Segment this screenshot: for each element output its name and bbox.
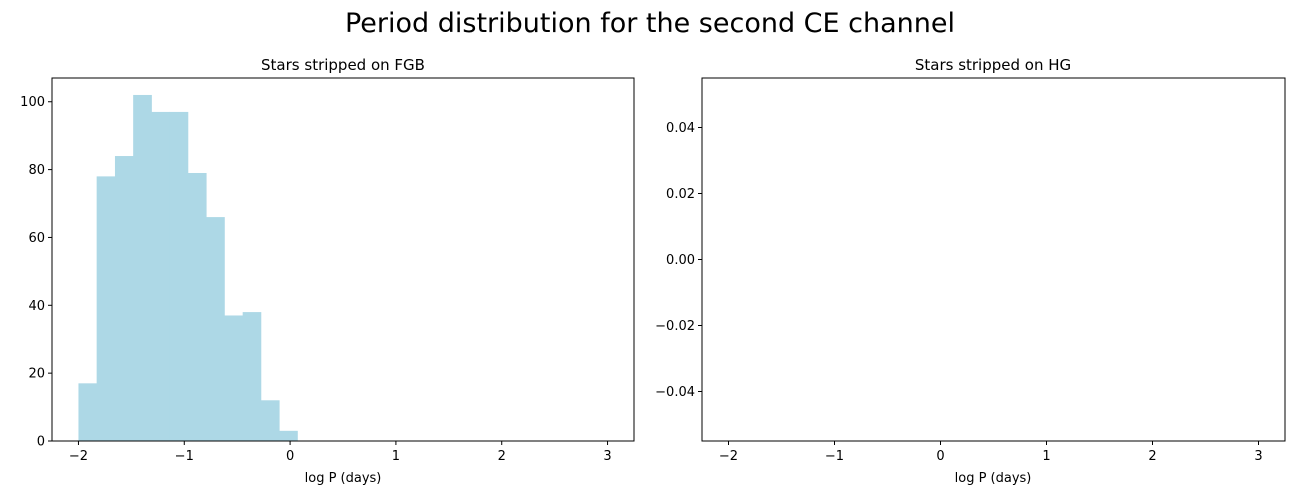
left-y-tick-label: 20 <box>28 367 45 382</box>
left-y-axis-ticks: 0 20 40 60 80 100 <box>20 95 52 450</box>
left-histogram-bars <box>78 94 298 442</box>
right-x-tick-label: −2 <box>719 449 738 464</box>
right-x-tick-label: 1 <box>1042 449 1050 464</box>
left-bar <box>96 176 116 441</box>
left-bar <box>151 111 171 441</box>
left-bar <box>242 312 262 441</box>
figure-title: Period distribution for the second CE ch… <box>345 8 955 39</box>
left-bar <box>206 217 225 441</box>
left-y-tick-label: 60 <box>28 231 45 246</box>
left-y-tick-label: 80 <box>28 163 45 178</box>
left-bar <box>78 383 98 441</box>
left-panel-title: Stars stripped on FGB <box>261 56 425 74</box>
right-x-axis-label: log P (days) <box>955 471 1032 486</box>
left-x-tick-label: 2 <box>498 449 506 464</box>
right-x-tick-label: 2 <box>1148 449 1156 464</box>
left-x-tick-label: −2 <box>69 449 88 464</box>
right-y-tick-label: −0.02 <box>655 319 695 334</box>
left-x-tick-label: 3 <box>603 449 611 464</box>
right-y-axis-ticks: −0.04 −0.02 0.00 0.02 0.04 <box>655 121 702 400</box>
right-y-tick-label: −0.04 <box>655 385 695 400</box>
left-bar <box>224 315 244 441</box>
left-x-tick-label: 0 <box>286 449 294 464</box>
right-y-tick-label: 0.00 <box>666 253 695 268</box>
right-panel-hg: Stars stripped on HG −0.04 −0.02 0.00 0.02 0… <box>655 56 1286 486</box>
left-bar <box>114 156 134 442</box>
left-x-axis-ticks: −2 −1 0 1 2 3 <box>69 441 612 464</box>
left-y-tick-label: 0 <box>37 435 45 450</box>
right-axes-frame <box>701 77 1286 442</box>
left-bar <box>260 400 280 441</box>
right-x-axis-ticks: −2 −1 0 1 2 3 <box>719 441 1263 464</box>
left-x-tick-label: −1 <box>175 449 194 464</box>
right-y-tick-label: 0.02 <box>666 187 695 202</box>
right-panel-title: Stars stripped on HG <box>915 56 1071 74</box>
left-y-tick-label: 100 <box>20 95 45 110</box>
right-y-tick-label: 0.04 <box>666 121 695 136</box>
left-y-tick-label: 40 <box>28 299 45 314</box>
left-bar <box>169 111 189 441</box>
left-x-axis-label: log P (days) <box>305 471 382 486</box>
right-x-tick-label: 0 <box>936 449 944 464</box>
left-axes-frame <box>51 77 635 442</box>
left-x-tick-label: 1 <box>392 449 400 464</box>
left-bar <box>279 430 298 441</box>
left-bar <box>133 94 152 441</box>
right-x-tick-label: −1 <box>825 449 844 464</box>
right-x-tick-label: 3 <box>1254 449 1262 464</box>
left-bar <box>187 172 207 441</box>
